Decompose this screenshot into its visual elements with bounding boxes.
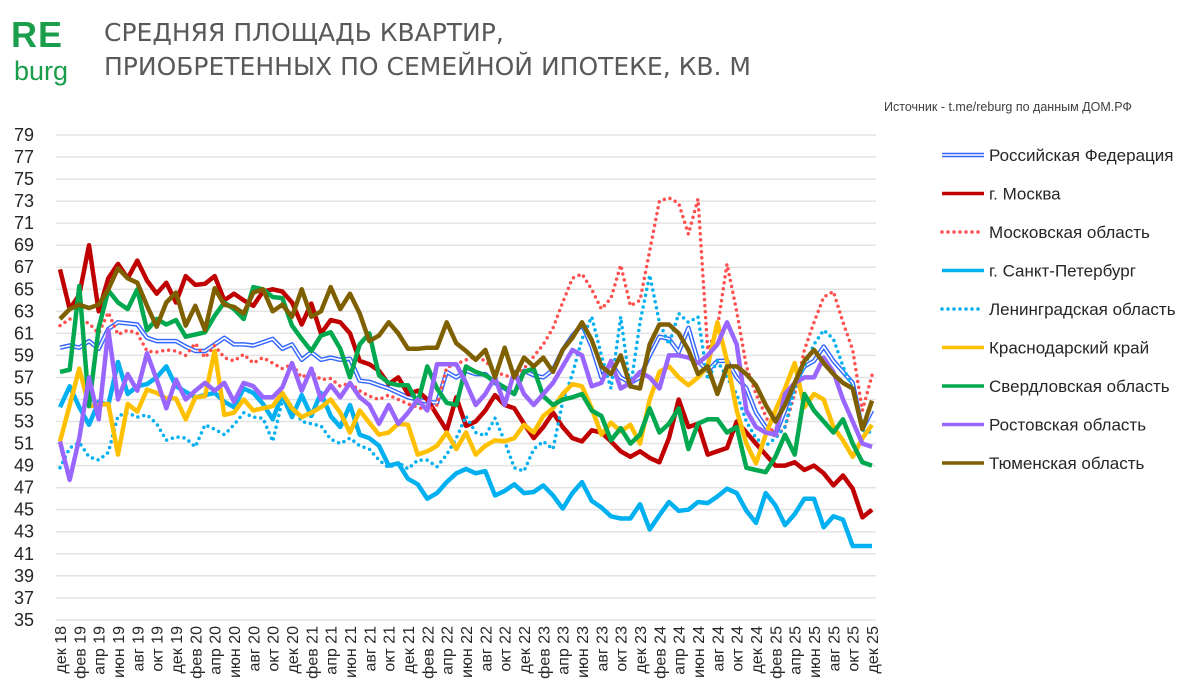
y-tick-label: 51 bbox=[14, 434, 34, 454]
y-tick-label: 41 bbox=[14, 544, 34, 564]
x-tick-label: авг 22 bbox=[478, 626, 495, 672]
x-tick-label: авг 23 bbox=[594, 626, 611, 672]
x-tick-label: авг 20 bbox=[246, 626, 263, 672]
legend-label: Краснодарский край bbox=[989, 339, 1149, 358]
y-tick-label: 77 bbox=[14, 147, 34, 167]
y-tick-label: 75 bbox=[14, 169, 34, 189]
x-tick-label: авг 19 bbox=[130, 626, 147, 672]
y-tick-label: 45 bbox=[14, 500, 34, 520]
logo-subtext: burg bbox=[14, 56, 69, 86]
y-tick-label: 47 bbox=[14, 478, 34, 498]
y-tick-label: 53 bbox=[14, 412, 34, 432]
x-tick-label: окт 20 bbox=[266, 626, 283, 672]
x-tick-label: апр 19 bbox=[92, 626, 109, 675]
chart-title-line1: СРЕДНЯЯ ПЛОЩАДЬ КВАРТИР, bbox=[104, 18, 504, 47]
y-tick-label: 71 bbox=[14, 213, 34, 233]
x-tick-label: фев 19 bbox=[72, 626, 89, 679]
x-tick-label: фев 20 bbox=[188, 626, 205, 679]
x-tick-label: фев 21 bbox=[304, 626, 321, 679]
y-tick-label: 37 bbox=[14, 588, 34, 608]
x-tick-label: фев 24 bbox=[652, 626, 669, 679]
y-tick-label: 67 bbox=[14, 257, 34, 277]
y-tick-label: 79 bbox=[14, 125, 34, 145]
y-tick-label: 65 bbox=[14, 279, 34, 299]
legend-label: Ленинградская область bbox=[989, 300, 1176, 319]
x-tick-label: авг 25 bbox=[826, 626, 843, 672]
legend-label: г. Санкт-Петербург bbox=[989, 262, 1136, 281]
x-tick-label: апр 24 bbox=[672, 626, 689, 675]
series-line-4 bbox=[58, 273, 874, 473]
y-tick-label: 61 bbox=[14, 323, 34, 343]
y-tick-label: 43 bbox=[14, 522, 34, 542]
y-tick-label: 73 bbox=[14, 191, 34, 211]
chart-title-line2: ПРИОБРЕТЕННЫХ ПО СЕМЕЙНОЙ ИПОТЕКЕ, КВ. М bbox=[104, 52, 751, 81]
legend-label: Свердловская область bbox=[989, 377, 1170, 396]
x-tick-label: фев 22 bbox=[420, 626, 437, 679]
x-tick-label: дек 23 bbox=[633, 626, 650, 674]
series-line-6 bbox=[59, 283, 873, 475]
y-tick-label: 69 bbox=[14, 235, 34, 255]
series-line-7 bbox=[57, 320, 873, 483]
x-tick-label: дек 24 bbox=[749, 626, 766, 674]
chart-title: СРЕДНЯЯ ПЛОЩАДЬ КВАРТИР, ПРИОБРЕТЕННЫХ П… bbox=[104, 16, 751, 84]
legend-label: г. Москва bbox=[989, 185, 1061, 204]
x-tick-label: окт 24 bbox=[730, 626, 747, 672]
x-tick-label: дек 22 bbox=[517, 626, 534, 674]
x-tick-label: июн 19 bbox=[111, 626, 128, 678]
y-tick-label: 35 bbox=[14, 610, 34, 630]
series-line-8 bbox=[58, 266, 875, 432]
legend-label: Московская область bbox=[989, 223, 1150, 242]
x-tick-label: окт 25 bbox=[846, 626, 863, 672]
x-tick-label: июн 20 bbox=[227, 626, 244, 678]
x-tick-label: дек 20 bbox=[285, 626, 302, 674]
x-tick-label: дек 21 bbox=[401, 626, 418, 674]
x-tick-label: апр 22 bbox=[440, 626, 457, 675]
y-tick-label: 49 bbox=[14, 456, 34, 476]
x-tick-label: дек 18 bbox=[53, 626, 70, 674]
x-tick-label: авг 21 bbox=[362, 626, 379, 672]
x-tick-label: окт 21 bbox=[382, 626, 399, 672]
x-tick-label: июн 25 bbox=[807, 626, 824, 678]
legend-label: Тюменская область bbox=[989, 454, 1145, 473]
y-tick-label: 55 bbox=[14, 389, 34, 409]
x-tick-label: июн 21 bbox=[343, 626, 360, 678]
y-tick-label: 39 bbox=[14, 566, 34, 586]
x-tick-label: апр 23 bbox=[556, 626, 573, 675]
x-tick-label: апр 25 bbox=[788, 626, 805, 675]
y-tick-label: 63 bbox=[14, 301, 34, 321]
source-note: Источник - t.me/reburg по данным ДОМ.РФ bbox=[884, 100, 1132, 114]
x-tick-label: фев 23 bbox=[536, 626, 553, 679]
series-line-2 bbox=[58, 196, 874, 440]
x-tick-label: апр 21 bbox=[324, 626, 341, 675]
series-line-5 bbox=[57, 320, 874, 466]
x-tick-label: окт 23 bbox=[614, 626, 631, 672]
x-tick-label: фев 25 bbox=[768, 626, 785, 679]
series-line-1 bbox=[57, 242, 874, 520]
x-tick-label: июн 23 bbox=[575, 626, 592, 678]
y-tick-label: 57 bbox=[14, 367, 34, 387]
logo: RE bbox=[11, 14, 64, 55]
x-tick-label: дек 19 bbox=[169, 626, 186, 674]
x-tick-label: апр 20 bbox=[208, 626, 225, 675]
legend-label: Российская Федерация bbox=[989, 146, 1173, 165]
x-tick-label: окт 22 bbox=[498, 626, 515, 672]
x-tick-label: июн 22 bbox=[459, 626, 476, 678]
x-tick-label: дек 25 bbox=[865, 626, 882, 674]
legend-label: Ростовская область bbox=[989, 416, 1146, 435]
x-tick-label: окт 19 bbox=[150, 626, 167, 672]
x-tick-label: авг 24 bbox=[710, 626, 727, 672]
x-tick-label: июн 24 bbox=[691, 626, 708, 678]
y-tick-label: 59 bbox=[14, 345, 34, 365]
